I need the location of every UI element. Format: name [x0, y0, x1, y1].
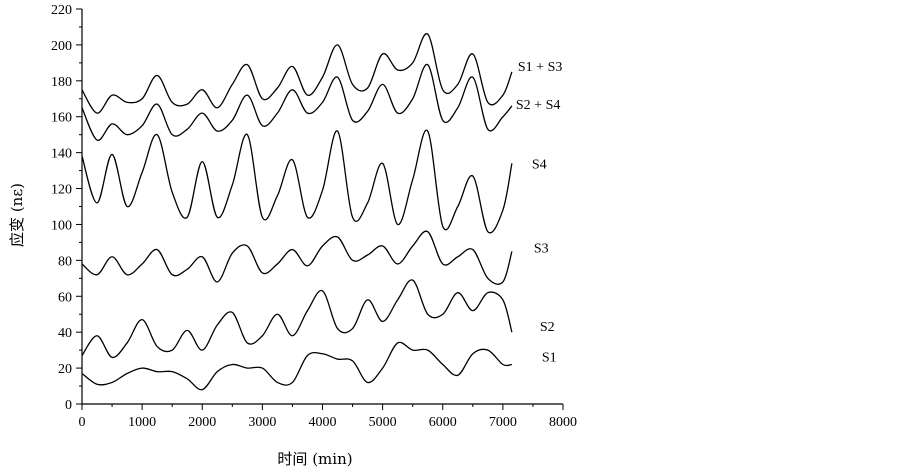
y-tick-label: 220 — [51, 3, 72, 18]
series-label-s2: S2 — [540, 320, 555, 335]
x-axis-ticks: 0 1000 2000 3000 4000 5000 6000 7000 8000 — [79, 404, 577, 430]
y-axis-ticks: 0 20 40 60 80 100 120 140 160 180 200 220 — [51, 3, 82, 413]
y-tick-label: 140 — [51, 147, 72, 162]
y-tick-label: 20 — [58, 362, 72, 377]
y-axis-title: 应变 (nε) — [8, 183, 26, 247]
y-tick-label: 40 — [58, 326, 72, 341]
series-line-s4 — [81, 129, 513, 234]
series-line-s1 — [81, 341, 512, 391]
y-tick-label: 120 — [51, 183, 72, 198]
x-tick-label: 4000 — [309, 415, 337, 430]
y-tick-label: 0 — [65, 398, 72, 413]
series-labels: S1 S2 S3 S4 S2 + S4 S1 + S3 — [516, 60, 562, 366]
y-tick-label: 100 — [51, 218, 72, 233]
x-tick-label: 3000 — [248, 415, 276, 430]
y-tick-label: 200 — [51, 39, 72, 54]
series-line-s2-plus-s4 — [81, 63, 513, 141]
series-line-s2 — [81, 279, 513, 358]
series-lines — [81, 33, 513, 391]
series-label-s3: S3 — [534, 241, 549, 256]
x-tick-label: 0 — [79, 415, 86, 430]
y-tick-label: 60 — [58, 290, 72, 305]
x-tick-label: 5000 — [369, 415, 397, 430]
series-label-s4: S4 — [532, 157, 547, 172]
series-label-s2-plus-s4: S2 + S4 — [516, 98, 560, 113]
x-axis-title: 时间 (min) — [277, 450, 352, 468]
x-tick-label: 6000 — [429, 415, 457, 430]
x-tick-label: 8000 — [549, 415, 577, 430]
y-tick-label: 160 — [51, 111, 72, 126]
y-tick-label: 180 — [51, 75, 72, 90]
x-tick-label: 1000 — [128, 415, 156, 430]
series-label-s1: S1 — [542, 351, 557, 366]
series-line-s1-plus-s3 — [81, 33, 513, 114]
x-tick-label: 2000 — [188, 415, 216, 430]
x-tick-label: 7000 — [489, 415, 517, 430]
series-line-s3 — [81, 230, 513, 285]
series-label-s1-plus-s3: S1 + S3 — [518, 60, 562, 75]
y-tick-label: 80 — [58, 254, 72, 269]
